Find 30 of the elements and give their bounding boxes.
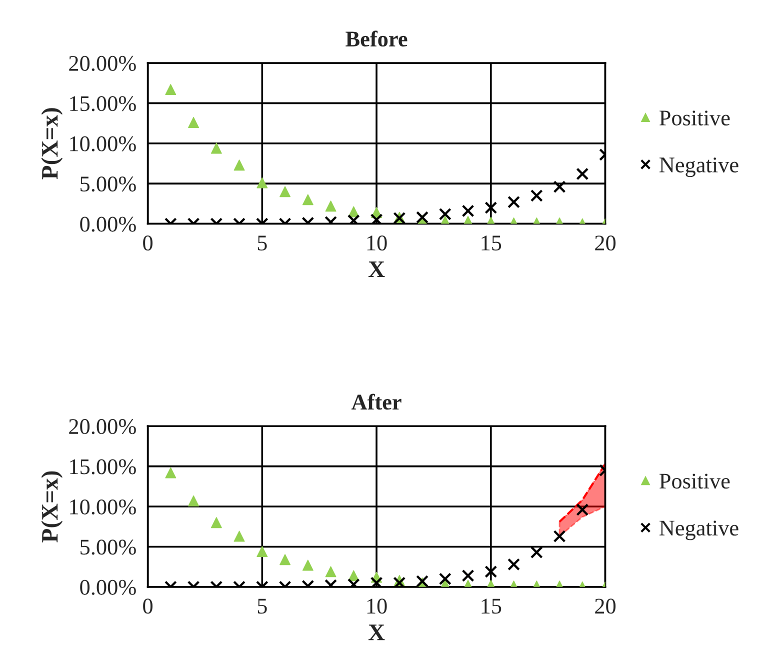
x-tick-label: 0 xyxy=(143,236,153,251)
y-tick-label: 20.00% xyxy=(69,419,136,434)
x-tick-label: 15 xyxy=(482,236,502,251)
x-tick-label: 20 xyxy=(595,598,616,614)
x-tick-label: 15 xyxy=(482,598,502,614)
x-tick-label: 20 xyxy=(595,236,616,251)
y-tick-label: 5.00% xyxy=(80,540,136,555)
legend-label: Positive xyxy=(660,110,730,126)
legend-label: Negative xyxy=(660,520,738,540)
x-axis-title: X xyxy=(368,624,385,640)
y-tick-label: 15.00% xyxy=(70,96,136,112)
x-axis-title: X xyxy=(368,262,385,277)
y-axis-title: P(X=x) xyxy=(41,471,63,542)
y-tick-label: 20.00% xyxy=(69,56,136,72)
y-tick-label: 5.00% xyxy=(80,176,136,192)
y-axis-title: P(X=x) xyxy=(41,108,63,180)
chart-title: Before xyxy=(346,30,408,47)
chart-title: After xyxy=(351,394,402,410)
x-tick-label: 10 xyxy=(367,236,387,251)
y-tick-label: 15.00% xyxy=(70,459,136,474)
y-tick-label: 0.00% xyxy=(80,580,136,595)
legend-label: Negative xyxy=(660,158,738,178)
x-tick-label: 5 xyxy=(258,236,267,251)
x-tick-label: 10 xyxy=(367,598,387,614)
y-tick-label: 10.00% xyxy=(70,136,136,152)
y-tick-label: 10.00% xyxy=(70,499,136,515)
y-tick-label: 0.00% xyxy=(80,216,136,232)
legend-label: Positive xyxy=(660,474,730,489)
x-tick-label: 5 xyxy=(258,598,267,614)
x-tick-label: 0 xyxy=(143,598,153,614)
